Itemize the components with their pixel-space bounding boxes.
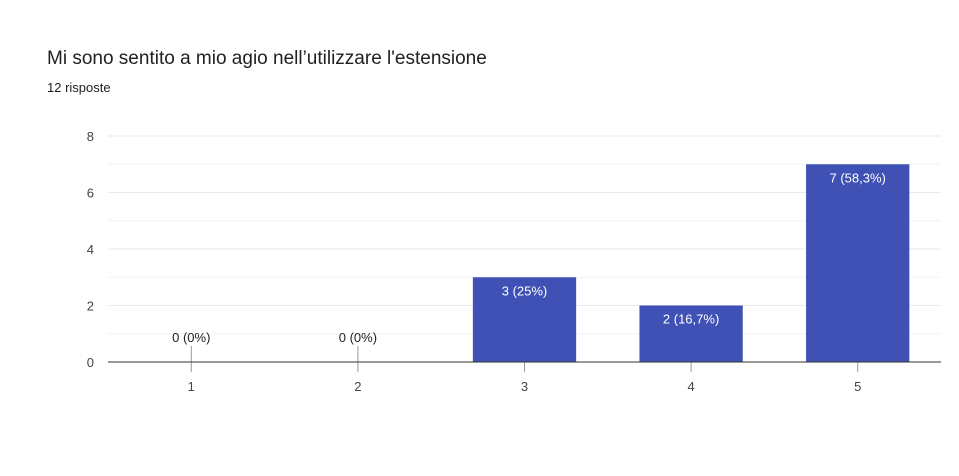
bar [806, 164, 910, 362]
y-tick-label: 8 [87, 129, 94, 144]
response-count: 12 risposte [47, 80, 111, 95]
data-label: 7 (58,3%) [830, 170, 886, 185]
data-label: 0 (0%) [339, 330, 377, 345]
gridlines [108, 135, 941, 335]
x-tick-label: 1 [188, 379, 195, 394]
x-tick-label: 5 [854, 379, 861, 394]
y-tick-label: 2 [87, 299, 94, 314]
bars [472, 164, 910, 362]
data-label: 2 (16,7%) [663, 312, 719, 327]
bar [472, 277, 577, 362]
x-tick-label: 4 [687, 379, 694, 394]
y-tick-label: 6 [87, 186, 94, 201]
bar [639, 305, 743, 362]
chart-title: Mi sono sentito a mio agio nell’utilizza… [47, 48, 487, 69]
y-tick-label: 0 [87, 355, 94, 370]
x-tick-label: 2 [354, 379, 361, 394]
data-label: 3 (25%) [502, 283, 548, 298]
x-tick-label: 3 [521, 379, 528, 394]
y-tick-label: 4 [87, 242, 94, 257]
data-label: 0 (0%) [172, 330, 210, 345]
axes [108, 346, 941, 372]
